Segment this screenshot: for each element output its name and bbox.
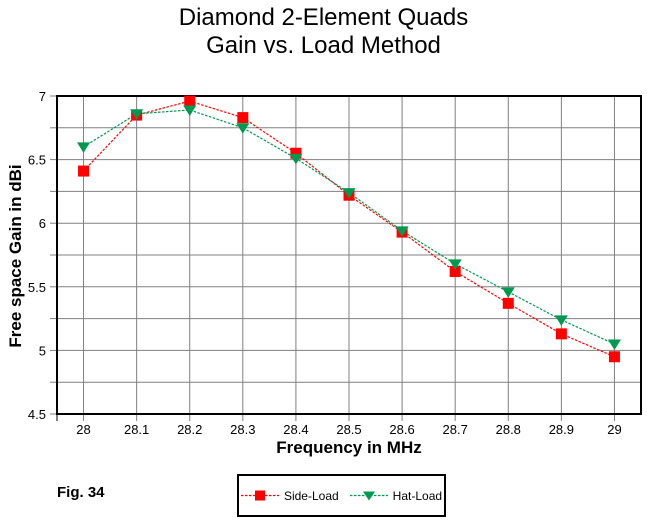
marker-square: [608, 351, 620, 363]
x-tick-label: 28: [76, 422, 90, 437]
side-load-marker-icon: [240, 490, 279, 501]
marker-triangle-down: [607, 339, 621, 351]
x-axis-title: Frequency in MHz: [276, 438, 422, 457]
y-tick-label: 4.5: [28, 407, 46, 422]
chart-title-line2: Gain vs. Load Method: [206, 32, 441, 59]
marker-triangle-down: [183, 105, 197, 116]
marker-square: [449, 266, 461, 278]
x-tick-label: 29: [607, 422, 621, 437]
marker-triangle-down: [236, 123, 250, 134]
chart-title: Diamond 2-Element Quads Gain vs. Load Me…: [0, 4, 647, 60]
marker-triangle-down: [342, 188, 356, 199]
marker-triangle-down: [77, 142, 91, 153]
x-tick-label: 28.5: [336, 422, 361, 437]
plot-border: [56, 95, 642, 415]
y-tick-label: 6.5: [28, 153, 46, 168]
x-tick-label: 28.6: [389, 422, 414, 437]
chart-title-line1: Diamond 2-Element Quads: [178, 4, 469, 31]
legend-item-hat-load: Hat-Load: [349, 488, 443, 503]
y-tick-label: 5: [39, 343, 46, 358]
marker-triangle-down: [130, 109, 144, 120]
marker-triangle-down: [501, 287, 515, 298]
marker-square: [290, 147, 302, 159]
x-tick-label: 28.1: [124, 422, 149, 437]
x-tick-label: 28.8: [496, 422, 521, 437]
plot-area: 28 28.1 28.2 28.3 28.4 28.5 28.6 28.7 28.8 28.9 29…: [28, 89, 642, 437]
marker-square: [184, 95, 196, 107]
marker-triangle-down: [554, 315, 568, 326]
marker-triangle-down: [289, 153, 303, 165]
series-line-side-load: [83, 100, 615, 358]
y-tick-label: 7: [39, 89, 46, 104]
legend: Side-Load Hat-Load: [237, 474, 446, 517]
x-tick-label: 28.3: [230, 422, 255, 437]
hat-load-marker-icon: [349, 491, 388, 501]
y-tick-label: 6: [39, 216, 46, 231]
marker-triangle-down: [448, 259, 462, 270]
marker-square: [502, 297, 514, 309]
figure-label: Fig. 34: [57, 484, 105, 501]
legend-label-hat-load: Hat-Load: [392, 488, 443, 503]
x-tick-label: 28.2: [177, 422, 202, 437]
x-tick-label: 28.9: [549, 422, 574, 437]
marker-square: [555, 328, 567, 340]
marker-square: [237, 112, 249, 124]
legend-label-side-load: Side-Load: [283, 488, 339, 503]
x-tick-label: 28.7: [443, 422, 468, 437]
y-tick-label: 5.5: [28, 280, 46, 295]
x-tick-label: 28.4: [283, 422, 308, 437]
marker-square: [78, 165, 90, 177]
legend-item-side-load: Side-Load: [240, 488, 339, 503]
marker-triangle-down: [395, 226, 409, 237]
